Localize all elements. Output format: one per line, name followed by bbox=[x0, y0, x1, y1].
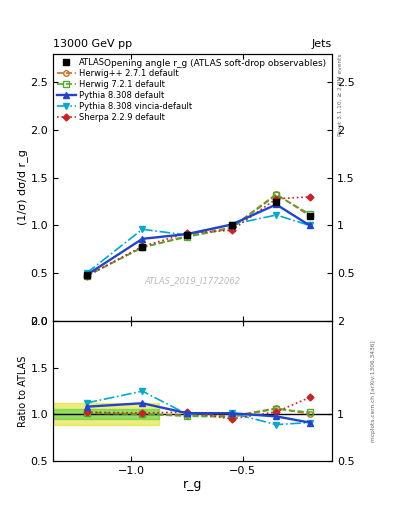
Herwig 7.2.1 default bbox=[185, 234, 189, 240]
Text: Rivet 3.1.10, ≥ 2.9M events: Rivet 3.1.10, ≥ 2.9M events bbox=[338, 54, 343, 136]
Bar bbox=[53, 410, 159, 419]
Text: 13000 GeV pp: 13000 GeV pp bbox=[53, 38, 132, 49]
Herwig++ 2.7.1 default bbox=[185, 233, 189, 239]
Y-axis label: (1/σ) dσ/d r_g: (1/σ) dσ/d r_g bbox=[17, 150, 28, 225]
Text: ATLAS_2019_I1772062: ATLAS_2019_I1772062 bbox=[145, 276, 241, 285]
Pythia 8.308 default bbox=[274, 201, 279, 207]
ATLAS bbox=[229, 222, 234, 228]
ATLAS bbox=[274, 199, 279, 205]
Pythia 8.308 default bbox=[307, 222, 312, 228]
Pythia 8.308 default bbox=[185, 231, 189, 237]
ATLAS bbox=[84, 272, 89, 278]
Herwig 7.2.1 default bbox=[307, 211, 312, 217]
Pythia 8.308 default bbox=[229, 222, 234, 228]
Herwig 7.2.1 default bbox=[229, 225, 234, 231]
Pythia 8.308 vincia-default bbox=[140, 226, 145, 232]
Pythia 8.308 default bbox=[84, 272, 89, 278]
Legend: ATLAS, Herwig++ 2.7.1 default, Herwig 7.2.1 default, Pythia 8.308 default, Pythi: ATLAS, Herwig++ 2.7.1 default, Herwig 7.… bbox=[55, 56, 194, 124]
Herwig 7.2.1 default bbox=[140, 244, 145, 250]
Herwig 7.2.1 default bbox=[274, 192, 279, 198]
Text: Jets: Jets bbox=[312, 38, 332, 49]
Sherpa 2.2.9 default bbox=[185, 230, 189, 236]
Herwig++ 2.7.1 default bbox=[307, 213, 312, 219]
X-axis label: r_g: r_g bbox=[183, 478, 202, 492]
Herwig++ 2.7.1 default bbox=[84, 273, 89, 279]
Text: mcplots.cern.ch [arXiv:1306.3436]: mcplots.cern.ch [arXiv:1306.3436] bbox=[371, 340, 376, 442]
Text: Opening angle r_g (ATLAS soft-drop observables): Opening angle r_g (ATLAS soft-drop obser… bbox=[105, 59, 327, 68]
Pythia 8.308 vincia-default bbox=[185, 232, 189, 238]
Sherpa 2.2.9 default bbox=[229, 227, 234, 233]
ATLAS bbox=[140, 244, 145, 250]
Sherpa 2.2.9 default bbox=[140, 243, 145, 249]
Pythia 8.308 vincia-default bbox=[84, 270, 89, 276]
Line: Pythia 8.308 default: Pythia 8.308 default bbox=[84, 202, 312, 278]
Herwig++ 2.7.1 default bbox=[274, 191, 279, 197]
Line: Herwig++ 2.7.1 default: Herwig++ 2.7.1 default bbox=[84, 191, 312, 279]
Line: Pythia 8.308 vincia-default: Pythia 8.308 vincia-default bbox=[84, 212, 312, 276]
Sherpa 2.2.9 default bbox=[274, 196, 279, 202]
Pythia 8.308 vincia-default bbox=[307, 222, 312, 228]
Herwig++ 2.7.1 default bbox=[140, 244, 145, 250]
Pythia 8.308 vincia-default bbox=[274, 212, 279, 218]
ATLAS bbox=[185, 232, 189, 238]
Pythia 8.308 vincia-default bbox=[229, 222, 234, 228]
Line: ATLAS: ATLAS bbox=[83, 198, 313, 279]
Line: Sherpa 2.2.9 default: Sherpa 2.2.9 default bbox=[84, 195, 312, 279]
Bar bbox=[53, 403, 159, 425]
Line: Herwig 7.2.1 default: Herwig 7.2.1 default bbox=[84, 192, 312, 279]
Sherpa 2.2.9 default bbox=[307, 194, 312, 200]
Sherpa 2.2.9 default bbox=[84, 273, 89, 279]
ATLAS bbox=[307, 213, 312, 219]
Herwig++ 2.7.1 default bbox=[229, 224, 234, 230]
Pythia 8.308 default bbox=[140, 236, 145, 242]
Herwig 7.2.1 default bbox=[84, 273, 89, 279]
Y-axis label: Ratio to ATLAS: Ratio to ATLAS bbox=[18, 355, 28, 426]
